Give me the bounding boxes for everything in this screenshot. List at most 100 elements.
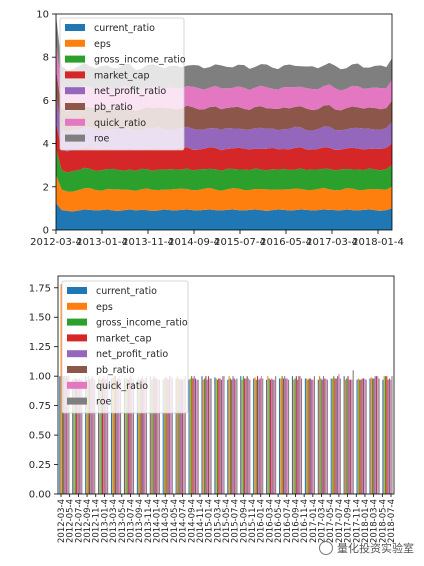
watermark: 量化投资实验室 xyxy=(319,540,414,556)
bar-x-tick-label: 2014-03-4 xyxy=(161,499,171,543)
bar xyxy=(114,376,116,494)
bar xyxy=(360,379,362,494)
bar xyxy=(235,379,237,494)
bar xyxy=(227,379,229,494)
bar xyxy=(356,379,358,494)
area-series-eps xyxy=(56,174,392,212)
area-legend-swatch xyxy=(65,103,85,110)
bar-legend-swatch xyxy=(67,397,87,405)
bar-legend-label: current_ratio xyxy=(96,286,157,297)
bar xyxy=(112,378,114,494)
bar xyxy=(262,378,264,494)
bar xyxy=(123,378,125,494)
bar-x-tick-label: 2013-11-4 xyxy=(144,499,154,543)
bar xyxy=(117,378,119,494)
bar xyxy=(275,376,277,494)
bar xyxy=(242,376,244,494)
bar-x-tick-label: 2015-01-4 xyxy=(205,499,215,543)
bar xyxy=(259,378,261,494)
bar-x-tick-label: 2015-05-4 xyxy=(222,499,232,543)
bar xyxy=(136,379,138,494)
bar xyxy=(152,378,154,494)
bar xyxy=(322,376,325,494)
bar-x-tick-label: 2016-11-4 xyxy=(300,499,310,543)
bar xyxy=(286,378,288,494)
bar xyxy=(304,378,306,494)
bar xyxy=(74,378,76,494)
area-x-tick-label: 2014-09-4 xyxy=(168,237,220,248)
bar xyxy=(391,376,393,494)
bar xyxy=(373,378,375,494)
area-legend-swatch xyxy=(65,118,85,126)
bar xyxy=(92,378,94,494)
bar xyxy=(101,378,104,494)
bar-x-tick-label: 2017-07-4 xyxy=(335,499,345,543)
bar xyxy=(130,376,132,494)
bar xyxy=(311,379,313,494)
bar xyxy=(216,379,219,494)
bar xyxy=(310,378,312,494)
bar-chart: 0.00 0.25 0.50 0.75 1.00 1.25 1.50 1.75 2012-03-… xyxy=(29,275,397,543)
bar-y-tick-label: 1.00 xyxy=(29,372,51,383)
area-x-tick-label: 2018-01-4 xyxy=(352,237,404,248)
bar xyxy=(378,378,380,494)
bar xyxy=(285,378,287,494)
bar-x-tick-label: 2012-11-4 xyxy=(92,499,102,543)
bar-series-roe xyxy=(68,370,393,494)
area-legend-label: pb_ratio xyxy=(94,102,133,113)
bar xyxy=(295,376,297,494)
bar xyxy=(383,376,385,494)
area-y-tick-label: 0 xyxy=(43,226,49,237)
bar xyxy=(77,379,79,494)
bar xyxy=(188,379,190,494)
bar xyxy=(151,379,153,494)
bar xyxy=(241,379,243,494)
bar xyxy=(157,379,159,494)
bar xyxy=(139,379,141,494)
bar xyxy=(280,378,282,494)
bar-series-market-cap xyxy=(63,376,388,494)
bar xyxy=(255,379,257,494)
bar xyxy=(352,370,354,494)
bar xyxy=(162,379,164,494)
bar xyxy=(350,379,352,494)
bar xyxy=(281,376,283,494)
bar-series-current-ratio xyxy=(59,376,384,494)
bar-x-tick-label: 2013-09-4 xyxy=(135,499,145,543)
bar xyxy=(361,378,363,494)
bar xyxy=(68,376,70,494)
bar xyxy=(335,378,337,494)
area-plot-frame xyxy=(55,13,393,231)
bar xyxy=(140,378,142,494)
bar xyxy=(60,284,62,494)
bar xyxy=(374,376,376,494)
bar-legend-label: market_cap xyxy=(96,333,152,344)
bar xyxy=(85,376,87,494)
bar xyxy=(149,376,151,494)
bar-x-tick-label: 2018-01-4 xyxy=(361,499,371,543)
bar xyxy=(125,378,127,494)
bar xyxy=(372,378,374,494)
bar-legend-label: roe xyxy=(96,397,112,408)
bar xyxy=(267,376,269,494)
bar xyxy=(178,378,180,494)
bar xyxy=(294,378,296,494)
bar xyxy=(167,379,169,494)
bar-legend-swatch xyxy=(67,334,87,342)
bar-x-tick-label: 2013-07-4 xyxy=(126,499,136,543)
bar xyxy=(229,378,231,494)
bar xyxy=(192,378,194,494)
bar xyxy=(204,378,206,494)
bar xyxy=(59,376,61,494)
bar xyxy=(232,376,234,494)
bar-y-tick-label: 0.50 xyxy=(29,431,51,442)
bar-legend-label: quick_ratio xyxy=(96,381,148,392)
bar-legend-label: net_profit_ratio xyxy=(96,349,168,360)
bar-x-tick-label: 2016-05-4 xyxy=(274,499,284,543)
bar xyxy=(158,379,160,494)
bar xyxy=(362,378,365,494)
area-x-tick-label: 2013-01-4 xyxy=(76,237,128,248)
area-y-tick-label: 8 xyxy=(43,53,49,64)
bar xyxy=(179,379,181,494)
bar xyxy=(244,378,246,494)
